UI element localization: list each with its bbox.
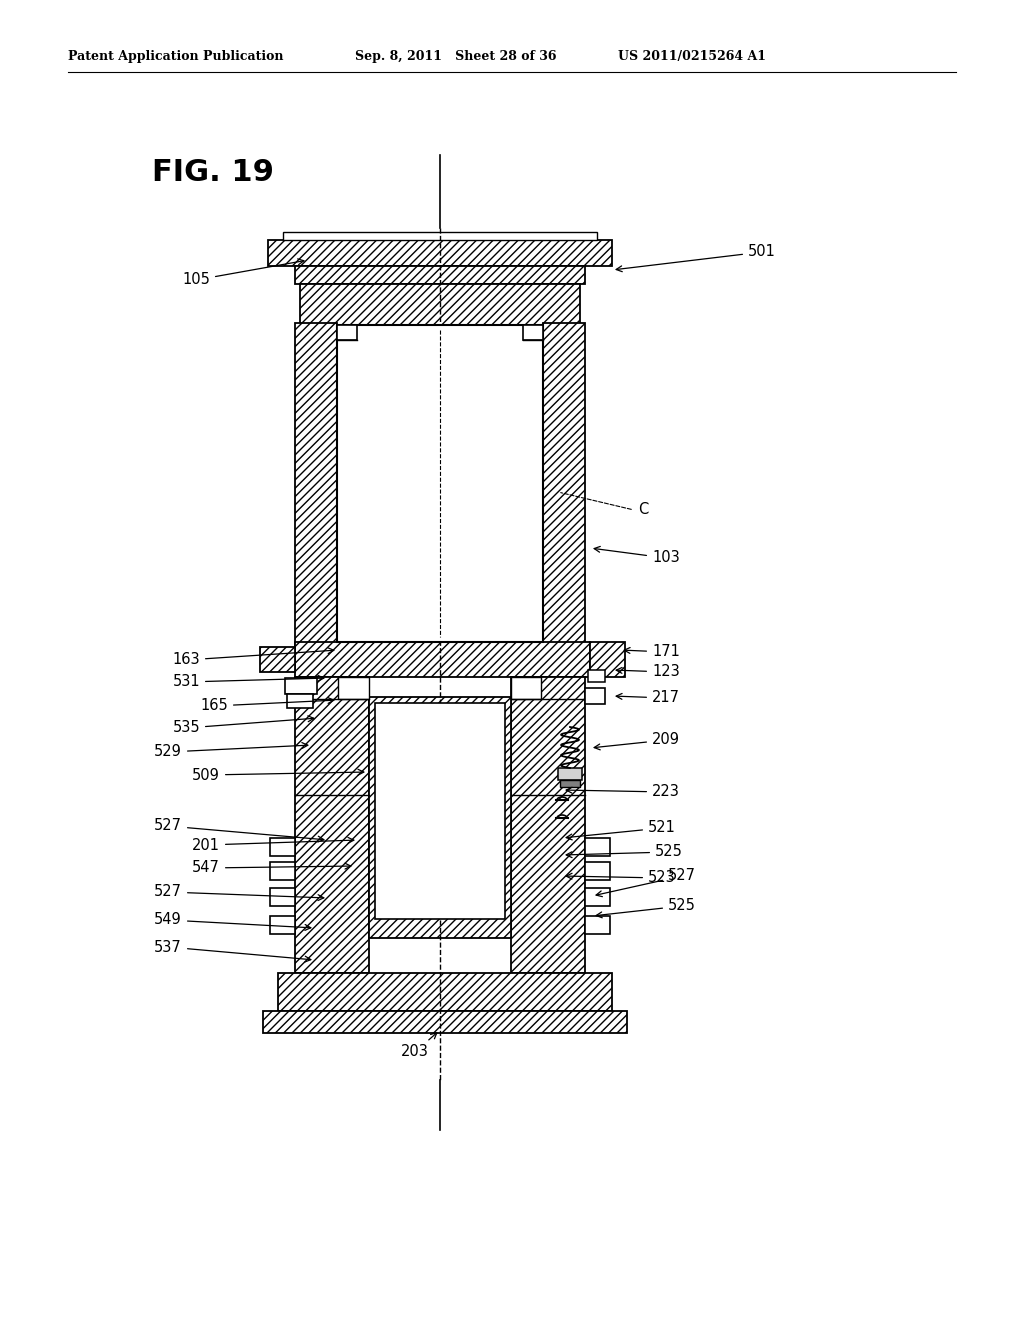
Text: 223: 223 — [566, 784, 680, 800]
Bar — [295, 642, 590, 677]
Bar — [300, 284, 580, 326]
Bar — [270, 916, 295, 935]
Text: 209: 209 — [594, 733, 680, 750]
Text: 509: 509 — [193, 767, 364, 783]
Text: 163: 163 — [172, 648, 334, 668]
Text: 525: 525 — [596, 899, 696, 917]
Text: 527: 527 — [596, 869, 696, 896]
Bar — [369, 697, 511, 939]
Bar — [295, 677, 369, 973]
Text: 527: 527 — [154, 884, 324, 900]
Text: 525: 525 — [566, 845, 683, 859]
Text: US 2011/0215264 A1: US 2011/0215264 A1 — [618, 50, 766, 63]
Text: Patent Application Publication: Patent Application Publication — [68, 50, 284, 63]
Bar — [285, 678, 317, 694]
Bar — [287, 694, 313, 708]
Text: 523: 523 — [566, 870, 676, 886]
Text: 501: 501 — [616, 244, 776, 272]
Bar — [588, 671, 605, 682]
Bar — [585, 838, 610, 855]
Text: 217: 217 — [616, 690, 680, 705]
Text: 521: 521 — [566, 821, 676, 840]
Bar — [560, 780, 580, 787]
Text: 201: 201 — [193, 837, 354, 853]
Text: 527: 527 — [154, 818, 324, 842]
Text: Sep. 8, 2011   Sheet 28 of 36: Sep. 8, 2011 Sheet 28 of 36 — [355, 50, 556, 63]
Bar — [543, 323, 585, 648]
Bar — [295, 323, 337, 648]
Bar — [558, 768, 582, 780]
Bar — [523, 325, 543, 341]
Text: C: C — [638, 503, 648, 517]
Text: 123: 123 — [616, 664, 680, 680]
Bar — [375, 704, 505, 919]
Bar — [338, 677, 369, 700]
Bar — [263, 1011, 627, 1034]
Bar — [270, 888, 295, 906]
Bar — [337, 325, 543, 642]
Bar — [590, 642, 625, 677]
Bar — [511, 677, 585, 973]
Text: 547: 547 — [193, 861, 351, 875]
Text: 203: 203 — [401, 1032, 437, 1060]
Text: 103: 103 — [594, 546, 680, 565]
Text: 105: 105 — [182, 259, 304, 288]
Text: 171: 171 — [625, 644, 680, 660]
Bar — [268, 240, 612, 267]
Bar — [585, 888, 610, 906]
Bar — [585, 916, 610, 935]
Text: FIG. 19: FIG. 19 — [152, 158, 274, 187]
Bar — [283, 232, 597, 240]
Bar — [585, 688, 605, 704]
Bar — [270, 862, 295, 880]
Bar — [337, 325, 357, 341]
Text: 531: 531 — [172, 675, 324, 689]
Bar — [585, 862, 610, 880]
Bar — [511, 677, 541, 700]
Text: 549: 549 — [155, 912, 311, 931]
Bar — [295, 267, 585, 284]
Bar — [278, 973, 612, 1011]
Text: 529: 529 — [155, 743, 308, 759]
Text: 165: 165 — [201, 697, 334, 714]
Text: 535: 535 — [172, 715, 313, 735]
Text: 537: 537 — [155, 940, 311, 962]
Bar — [260, 647, 295, 672]
Bar — [270, 838, 295, 855]
